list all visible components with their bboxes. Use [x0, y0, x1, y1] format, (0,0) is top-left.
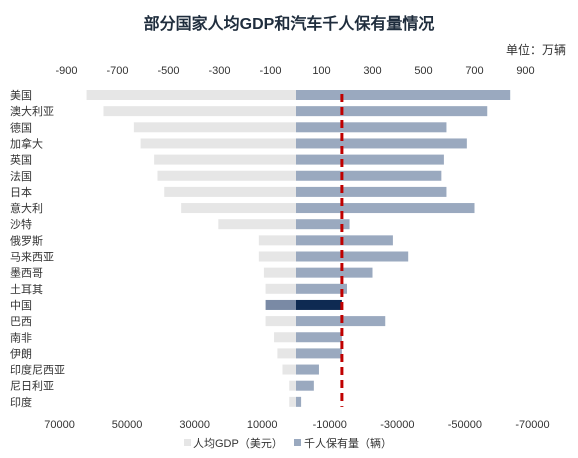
- gdp-bar-15: [274, 332, 296, 343]
- category-label-14: 巴西: [10, 316, 32, 328]
- gdp-bar-13: [265, 299, 296, 310]
- top-axis-tick-0: -900: [55, 65, 77, 77]
- vehicle-bar-10: [296, 251, 409, 262]
- vehicle-bar-7: [296, 203, 475, 214]
- top-axis-tick-4: -100: [259, 65, 281, 77]
- category-label-10: 马来西亚: [10, 251, 54, 264]
- gdp-bar-18: [289, 380, 296, 391]
- category-label-18: 尼日利亚: [10, 380, 54, 393]
- vehicle-bar-5: [296, 170, 442, 181]
- gdp-bar-16: [277, 348, 296, 359]
- bottom-axis-tick-7: -70000: [515, 419, 549, 431]
- category-label-13: 中国: [10, 299, 32, 312]
- category-label-8: 沙特: [10, 217, 32, 231]
- category-label-4: 英国: [10, 153, 32, 167]
- vehicle-bar-4: [296, 154, 444, 165]
- bottom-axis-tick-4: -10000: [313, 419, 347, 431]
- vehicle-bar-19: [296, 396, 302, 407]
- vehicle-bar-3: [296, 138, 467, 149]
- category-label-17: 印度尼西亚: [10, 363, 65, 377]
- vehicle-bar-17: [296, 364, 319, 375]
- legend-gdp-swatch: [184, 439, 191, 446]
- vehicle-bar-13: [296, 299, 342, 310]
- legend-vehicle-label: 千人保有量（辆）: [304, 436, 392, 450]
- bottom-axis-tick-6: -50000: [448, 419, 482, 431]
- category-label-2: 德国: [10, 120, 32, 134]
- bottom-axis-tick-5: -30000: [380, 419, 414, 431]
- unit-note: 单位：万辆: [505, 43, 566, 57]
- vehicle-bar-2: [296, 122, 447, 133]
- vehicle-bar-8: [296, 219, 350, 230]
- gdp-bar-17: [282, 364, 296, 375]
- top-axis-tick-8: 700: [465, 65, 483, 77]
- gdp-bar-1: [103, 106, 296, 117]
- top-axis-tick-2: -500: [157, 65, 179, 77]
- category-label-3: 加拿大: [10, 136, 43, 150]
- category-label-19: 印度: [10, 395, 32, 409]
- gdp-bar-19: [289, 396, 296, 407]
- chart-title: 部分国家人均GDP和汽车千人保有量情况: [143, 16, 435, 33]
- category-label-7: 意大利: [10, 201, 43, 215]
- bottom-axis-tick-0: 70000: [44, 419, 75, 431]
- legend-vehicle-swatch: [294, 439, 301, 446]
- vehicle-bar-16: [296, 348, 342, 359]
- category-label-16: 伊朗: [10, 347, 32, 360]
- bottom-axis-tick-1: 50000: [112, 419, 143, 431]
- bottom-axis-tick-2: 30000: [179, 419, 210, 431]
- top-axis-tick-7: 500: [414, 65, 432, 77]
- vehicle-bar-12: [296, 283, 347, 294]
- bottom-axis-tick-3: 10000: [247, 419, 278, 431]
- vehicle-bar-1: [296, 106, 488, 117]
- gdp-bar-9: [258, 235, 296, 246]
- gdp-bar-12: [265, 283, 296, 294]
- top-axis-tick-9: 900: [516, 65, 534, 77]
- category-label-1: 澳大利亚: [10, 104, 54, 118]
- gdp-bar-11: [263, 267, 296, 278]
- gdp-bar-7: [181, 203, 296, 214]
- top-axis-tick-1: -700: [106, 65, 128, 77]
- top-axis-tick-6: 300: [363, 65, 381, 77]
- vehicle-bar-0: [296, 90, 511, 100]
- vehicle-bar-9: [296, 235, 393, 246]
- gdp-bar-8: [218, 219, 296, 230]
- gdp-bar-2: [133, 122, 296, 133]
- gdp-bar-6: [164, 186, 296, 197]
- legend-gdp-label: 人均GDP（美元）: [193, 437, 283, 450]
- category-label-0: 美国: [10, 89, 32, 102]
- top-axis-tick-5: 100: [312, 65, 330, 77]
- vehicle-bar-11: [296, 267, 373, 278]
- category-label-11: 墨西哥: [10, 267, 43, 280]
- vehicle-bar-6: [296, 186, 447, 197]
- category-label-9: 俄罗斯: [10, 234, 43, 247]
- category-label-12: 土耳其: [10, 283, 43, 296]
- vehicle-bar-18: [296, 380, 314, 391]
- gdp-bar-3: [140, 138, 296, 149]
- category-label-5: 法国: [10, 169, 32, 183]
- gdp-bar-5: [157, 170, 296, 181]
- gdp-bar-14: [265, 316, 296, 327]
- category-label-15: 南非: [10, 331, 32, 344]
- vehicle-bar-15: [296, 332, 342, 343]
- gdp-bar-10: [258, 251, 296, 262]
- gdp-bar-4: [154, 154, 296, 165]
- top-axis-tick-3: -300: [208, 65, 230, 77]
- gdp-bar-0: [86, 90, 297, 100]
- category-label-6: 日本: [10, 185, 32, 199]
